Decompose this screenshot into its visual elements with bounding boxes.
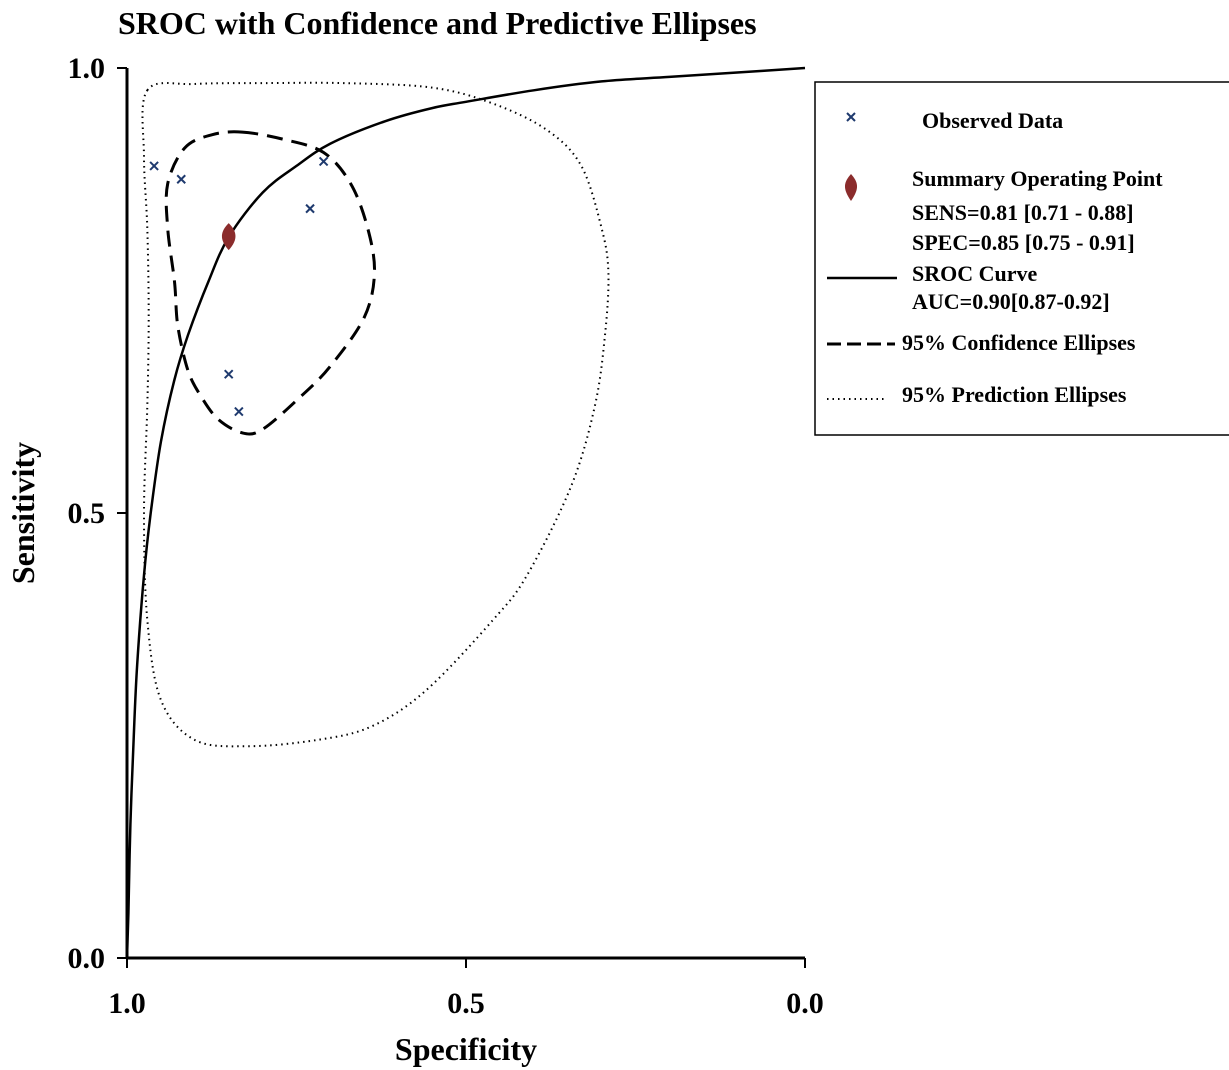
legend-spec-text: SPEC=0.85 [0.75 - 0.91]: [912, 230, 1135, 255]
y-tick-label: 0.0: [68, 942, 106, 975]
prediction-ellipse-line: [141, 81, 610, 748]
confidence-ellipse-line: [164, 130, 377, 436]
observed-point: [318, 156, 329, 167]
sroc-curve-line: [125, 66, 806, 959]
legend-sroc-label: SROC Curve: [912, 261, 1038, 286]
legend-box: [814, 81, 1229, 436]
axis-ticks: 1.0 0.5 0.0 0.0 0.5 1.0: [68, 52, 824, 1020]
legend-sens-text: SENS=0.81 [0.71 - 0.88]: [912, 200, 1134, 225]
summary-point-group: [221, 223, 236, 251]
legend-observed-label: Observed Data: [922, 108, 1063, 133]
summary-operating-point: [221, 223, 236, 251]
y-tick-label: 0.5: [68, 497, 106, 530]
y-axis-label: Sensitivity: [5, 442, 41, 584]
observed-point: [223, 369, 234, 379]
legend: Observed Data Summary Operating Point SE…: [814, 81, 1229, 436]
series-layer: [125, 66, 806, 959]
x-tick-label: 0.5: [447, 987, 485, 1020]
legend-prediction-label: 95% Prediction Ellipses: [902, 382, 1127, 407]
legend-summary-marker: [844, 174, 858, 201]
observed-point: [176, 174, 186, 184]
chart-title: SROC with Confidence and Predictive Elli…: [118, 5, 757, 41]
y-tick-label: 1.0: [68, 52, 106, 85]
legend-auc-text: AUC=0.90[0.87-0.92]: [912, 289, 1110, 314]
x-tick-label: 1.0: [108, 987, 146, 1020]
observed-point: [234, 406, 244, 417]
x-tick-label: 0.0: [786, 987, 824, 1020]
observed-points: [149, 156, 329, 417]
legend-summary-label: Summary Operating Point: [912, 166, 1163, 191]
legend-confidence-label: 95% Confidence Ellipses: [902, 330, 1136, 355]
observed-point: [149, 161, 159, 171]
legend-observed-marker: [846, 112, 856, 122]
observed-point: [305, 203, 315, 214]
x-axis-label: Specificity: [395, 1031, 537, 1067]
